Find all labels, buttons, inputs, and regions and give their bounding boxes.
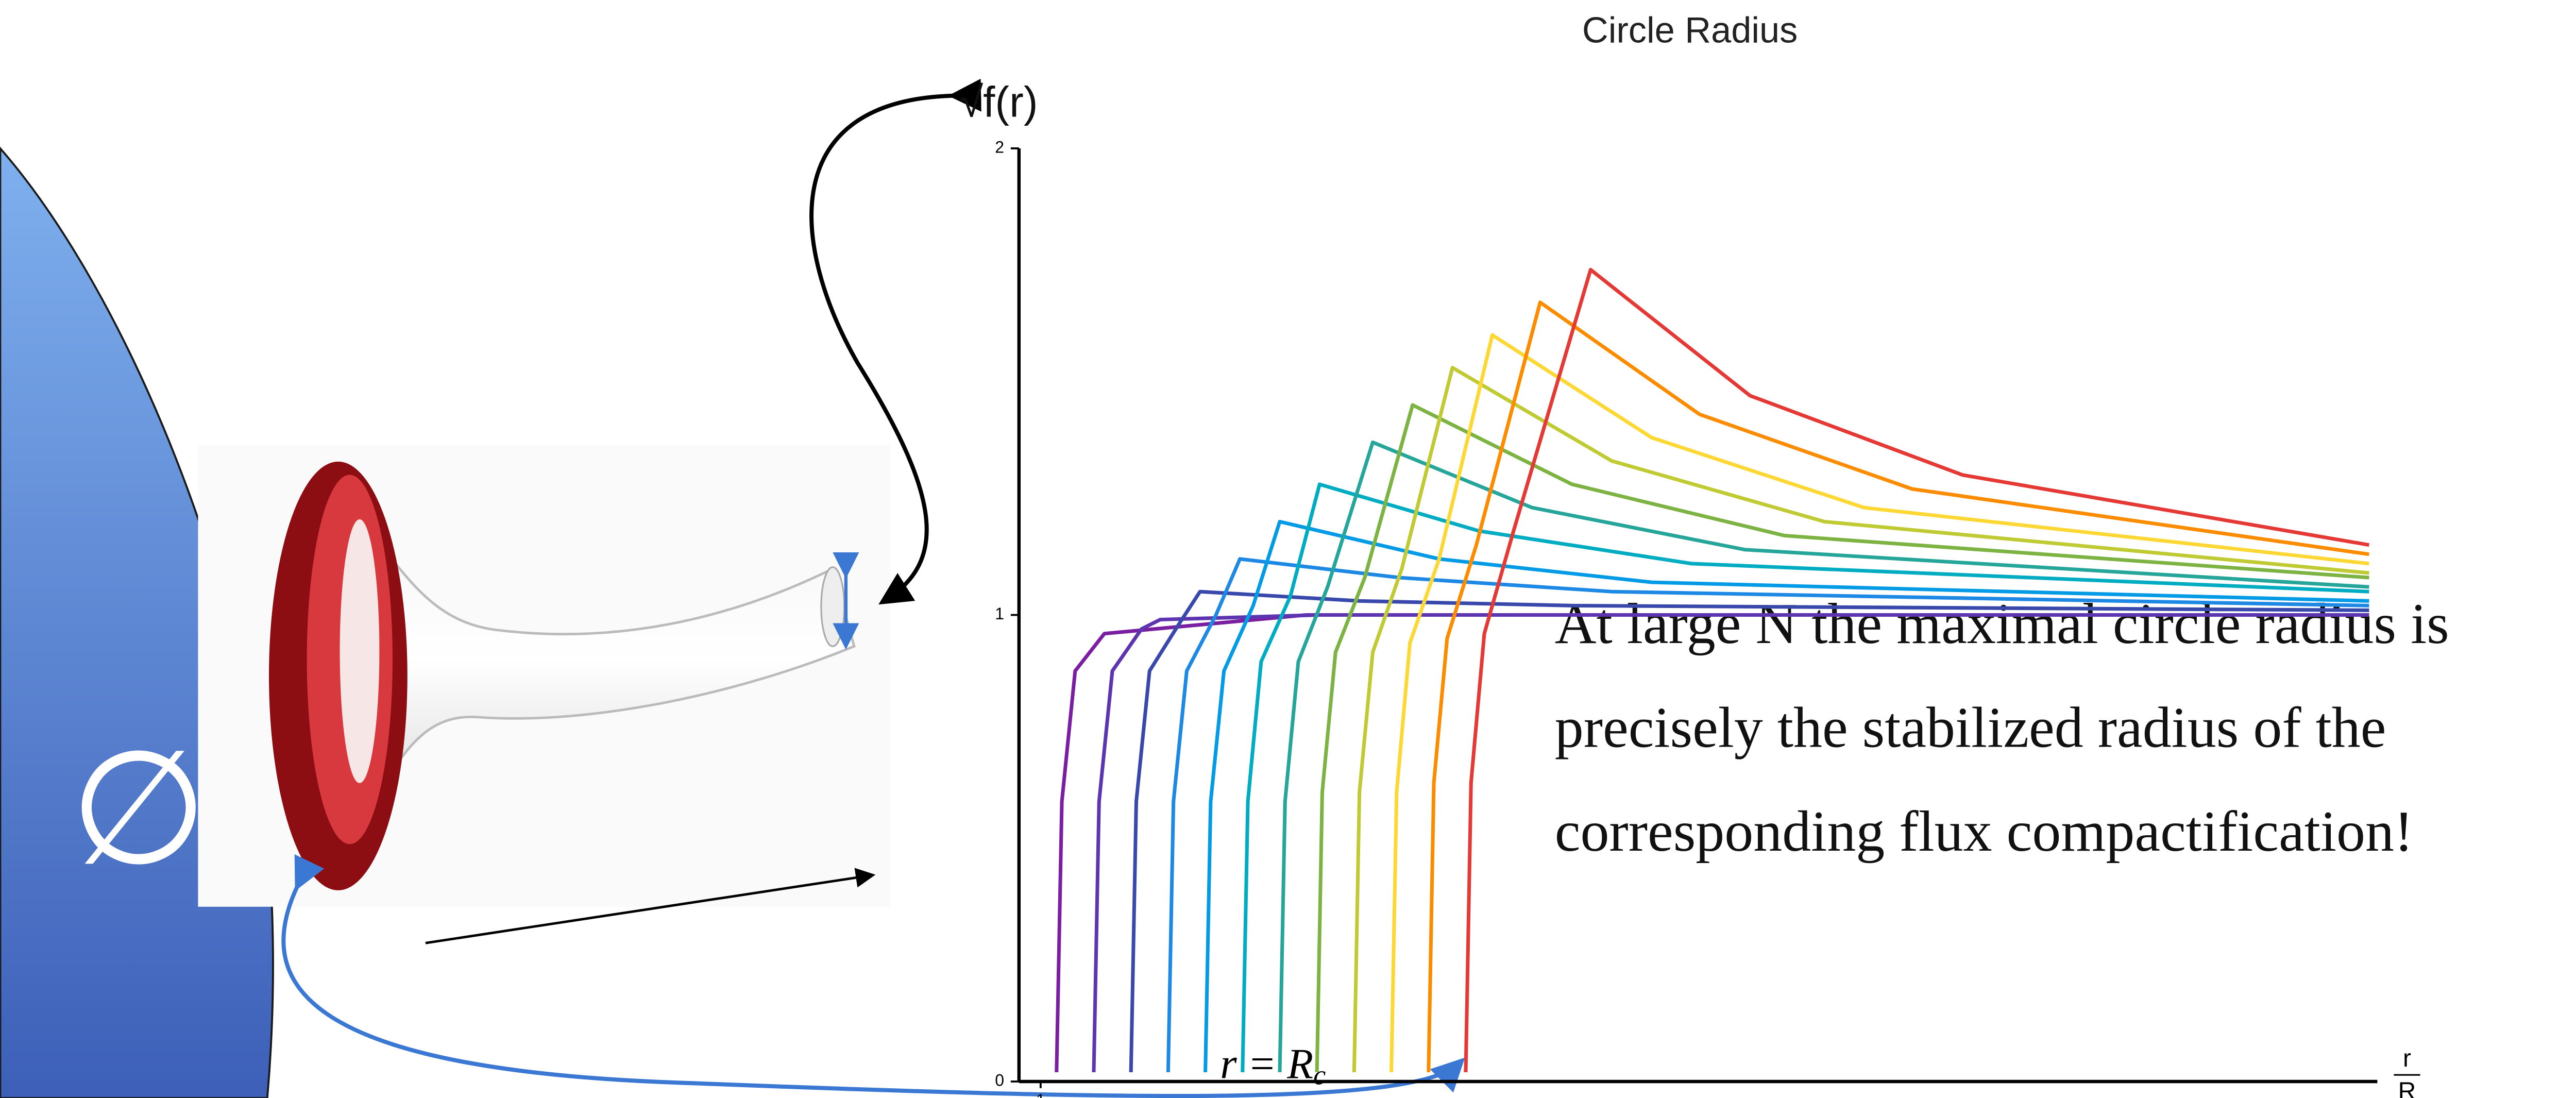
chart-title: Circle Radius (1582, 10, 1798, 50)
note-line: At large N the maximal circle radius is (1555, 592, 2449, 656)
y-tick-label: 2 (995, 138, 1004, 156)
note: At large N the maximal circle radius is … (1555, 592, 2449, 864)
series-line (1204, 519, 2369, 1072)
annotation: r = Rc (1220, 1040, 1326, 1091)
connector-arrow (809, 78, 981, 605)
plot: 0 1 2 1 (995, 138, 2378, 1098)
series-line (1315, 403, 2369, 1072)
y-tick-label: 0 (995, 1071, 1004, 1089)
note-line: precisely the stabilized radius of the (1555, 696, 2386, 760)
y-tick-label: 1 (995, 604, 1004, 623)
series-line (1241, 482, 2369, 1072)
series-line (1464, 267, 2370, 1072)
x-tick-label: 1 (1036, 1091, 1045, 1098)
x-axis-label: R (2398, 1078, 2416, 1098)
series-line (1389, 333, 2369, 1072)
annotation-subscript: c (1313, 1060, 1326, 1091)
empty-set-symbol: ∅ (70, 720, 208, 897)
geometry-illustration (198, 445, 891, 944)
series-line (1129, 589, 2369, 1072)
series-line (1278, 440, 2369, 1072)
annotation-main: r = R (1220, 1040, 1313, 1087)
connector-arrow (281, 854, 1465, 1098)
note-line: corresponding flux compactification! (1555, 800, 2414, 864)
x-axis-label: r (2403, 1045, 2411, 1072)
y-axis-label: √f(r) (960, 78, 1038, 126)
series-line (1166, 557, 2369, 1072)
series-line (1352, 366, 2369, 1072)
series-line (1092, 613, 2369, 1072)
series-line (1427, 300, 2369, 1072)
